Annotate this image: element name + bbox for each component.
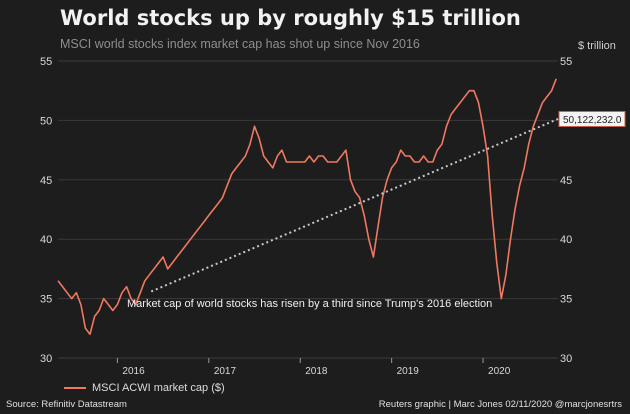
y-tick-label-left: 40: [40, 234, 52, 246]
chart-title: World stocks up by roughly $15 trillion: [60, 6, 521, 30]
y-tick-label-right: 55: [560, 56, 572, 68]
y-axis-unit-label: $ trillion: [578, 40, 616, 52]
series-layer: [57, 78, 559, 335]
y-tick-label-right: 40: [560, 234, 572, 246]
x-tick-label: 2018: [305, 366, 328, 377]
trend-line: [150, 118, 559, 293]
legend-swatch: [64, 387, 86, 389]
y-tick-label-left: 45: [40, 175, 52, 187]
x-tick-label: 2017: [214, 366, 237, 377]
x-tick-label: 2020: [488, 366, 511, 377]
series-line-msci-acwi: [57, 78, 557, 335]
y-tick-label-left: 50: [40, 115, 52, 127]
x-axis: 2016 2017 2018 2019 2020: [116, 358, 511, 377]
legend: MSCI ACWI market cap ($): [64, 382, 225, 394]
annotation-text: Market cap of world stocks has risen by …: [127, 298, 492, 310]
end-value-box: [558, 110, 626, 127]
end-value-label: 50,122,232.0: [563, 115, 622, 126]
x-tick-label: 2016: [122, 366, 145, 377]
y-tick-label-left: 35: [40, 294, 52, 306]
credit-note: Reuters graphic | Marc Jones 02/11/2020 …: [378, 399, 622, 410]
legend-label: MSCI ACWI market cap ($): [92, 382, 225, 394]
chart-subtitle: MSCI world stocks index market cap has s…: [60, 37, 420, 51]
y-tick-label-right: 30: [560, 353, 572, 365]
label-layer: 50,122,232.0 Market cap of world stocks h…: [127, 110, 626, 310]
y-tick-label-right: 45: [560, 175, 572, 187]
grid: [58, 60, 558, 359]
y-tick-label-left: 30: [40, 353, 52, 365]
x-tick-label: 2019: [397, 366, 420, 377]
y-tick-label-left: 55: [40, 56, 52, 68]
y-tick-label-right: 35: [560, 294, 572, 306]
y-axis-left: 30 35 40 45 50 55: [40, 56, 52, 365]
source-note: Source: Refinitiv Datastream: [6, 399, 127, 410]
